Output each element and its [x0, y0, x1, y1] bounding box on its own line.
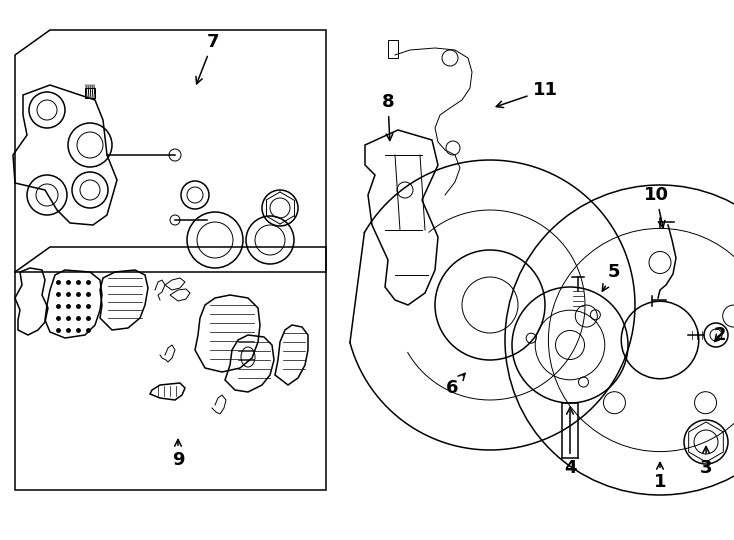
Text: 5: 5: [603, 263, 620, 291]
Text: 10: 10: [644, 186, 669, 228]
Bar: [85, 88, 95, 98]
Text: 8: 8: [382, 93, 394, 140]
Text: 1: 1: [654, 462, 666, 491]
Text: 2: 2: [713, 326, 726, 344]
Text: 3: 3: [700, 447, 712, 477]
Text: 9: 9: [172, 440, 184, 469]
Text: 7: 7: [196, 33, 219, 84]
Bar: [388, 40, 398, 58]
Text: 4: 4: [564, 408, 576, 477]
Text: 6: 6: [446, 373, 465, 397]
Text: 11: 11: [496, 81, 558, 107]
